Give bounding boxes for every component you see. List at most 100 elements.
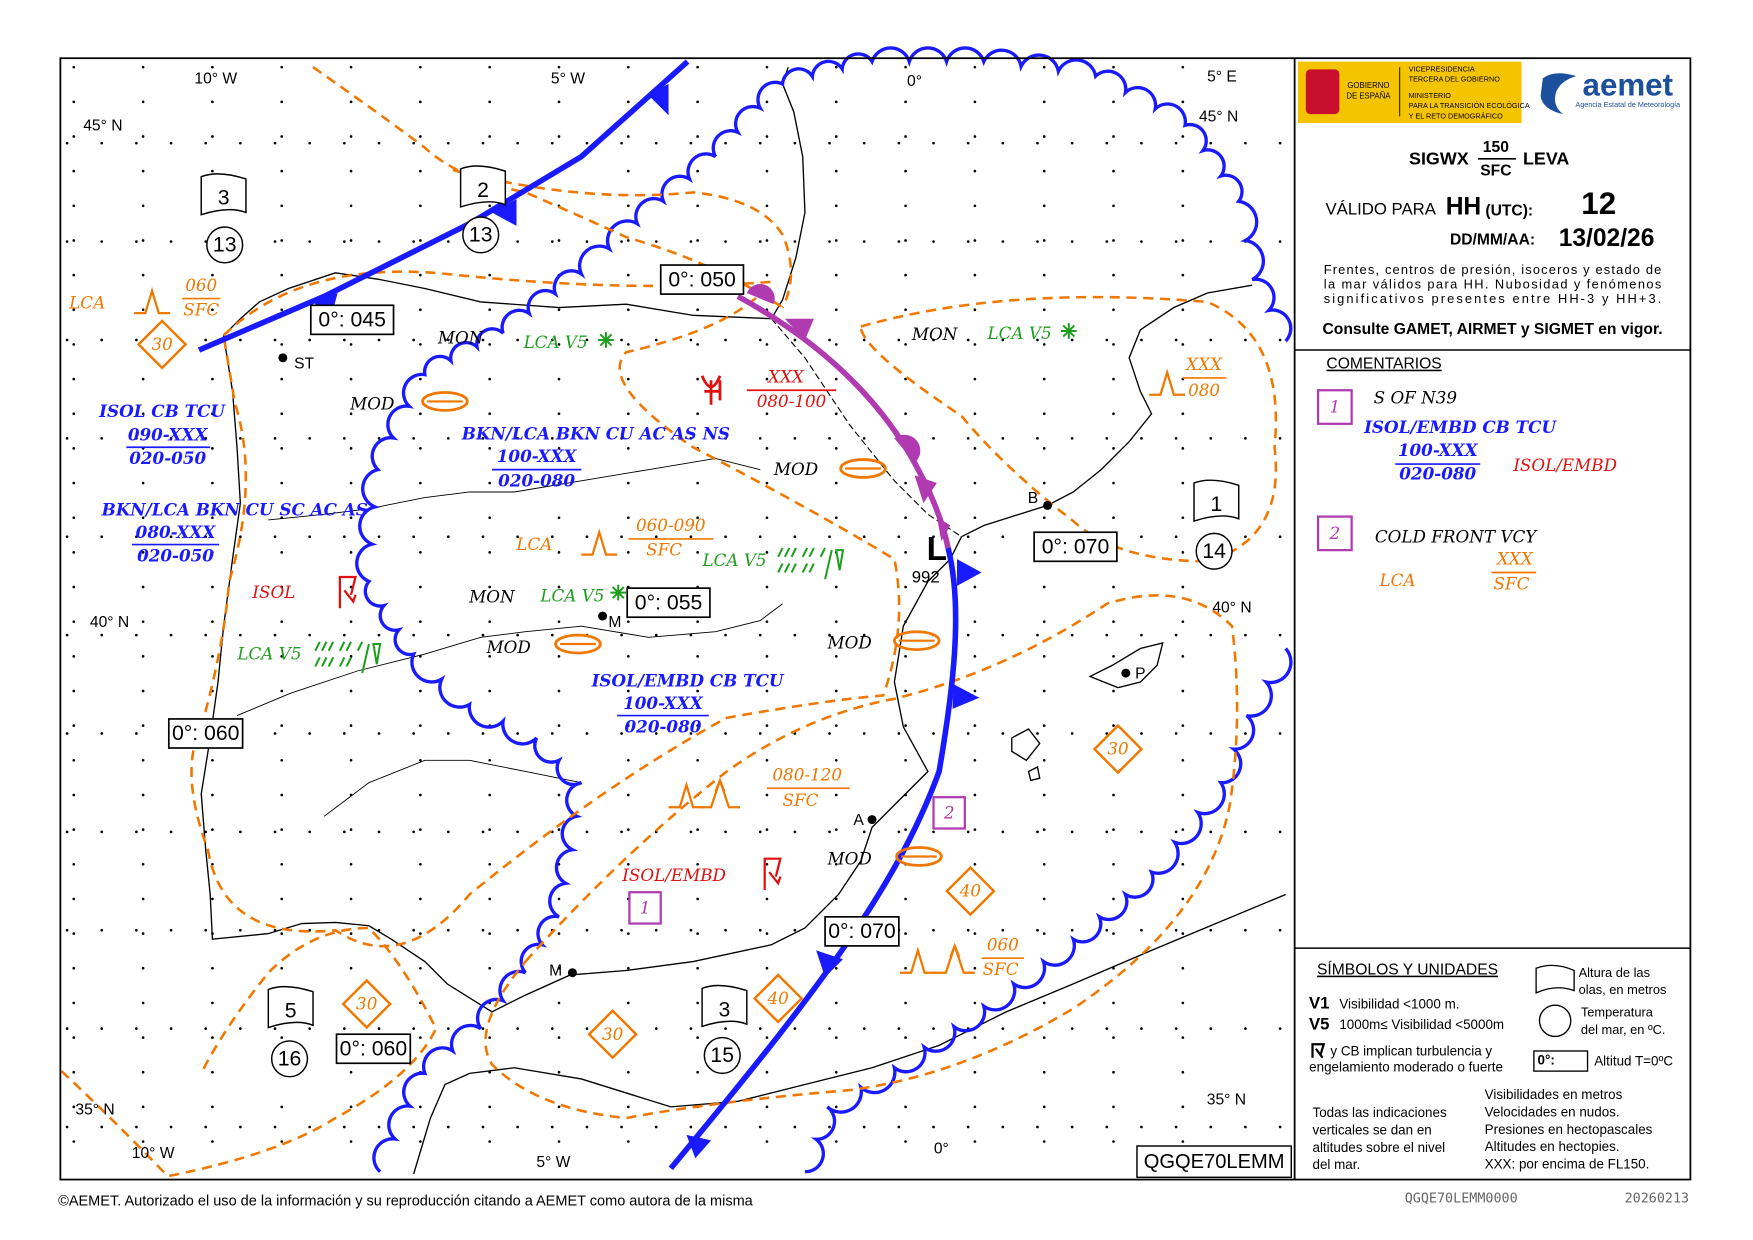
label: 35° N [1207,1091,1246,1108]
label: 2 [943,802,955,822]
label: HH [1446,194,1482,221]
label: SFC [1494,573,1530,593]
wave-flag [1193,479,1240,523]
label: MOD [827,633,873,653]
label: Consulte GAMET, AIRMET y SIGMET en vigor… [1322,321,1662,338]
label: 2 [477,178,489,202]
label: QGQE70LEMM [1144,1151,1285,1173]
label: 0°: 060 [172,721,240,745]
label: XXX [1495,549,1534,569]
freezing-level-box [1533,1050,1589,1072]
snow-symbol [598,332,614,348]
label: Agencia Estatal de Meteorología [1575,100,1681,109]
label: altitudes sobre el nivel [1313,1140,1446,1155]
label: LCA V5 [539,586,604,606]
snow-symbol [1060,323,1077,339]
sea-state-diamond [341,978,392,1030]
label: 5° W [551,71,585,88]
label: 080-XXX [136,522,217,542]
label: 020-080 [498,470,575,490]
label: 40 [766,988,789,1008]
coat-of-arms [1305,69,1340,115]
snow-symbol [610,584,627,601]
label: 0°: [1538,1053,1555,1068]
label: ISOL CB TCU [98,401,226,421]
turbulence-symbol [699,776,741,809]
label: ISOL/EMBD [1512,455,1617,475]
sea-state-diamond [752,973,804,1024]
label: 060 [185,275,217,295]
label: LCA [68,293,105,313]
label: 0°: 055 [635,590,703,614]
cb-symbol [1311,1043,1326,1059]
label: 3 [218,186,230,210]
precip-symbol [314,641,382,674]
label: LCA V5 [987,323,1052,343]
label: la mar válidos para HH. Nubosidad y fenó… [1324,277,1662,292]
front-symbol [491,199,517,226]
label: 090-XXX [128,425,209,445]
label: ISOL [251,582,295,602]
island [1088,641,1164,689]
label: 45° N [1199,109,1238,126]
label: 1000m≤ Visibilidad <5000m [1339,1017,1504,1032]
occluded-front [736,293,951,549]
thunder-symbol [700,375,722,405]
label: SFC [183,299,219,319]
label: 2 [1329,523,1341,543]
label: 150 [1483,139,1509,156]
label: LEVA [1523,149,1569,169]
label: LCA [515,534,552,554]
freezing-level-box [824,915,900,947]
label: 5° E [1207,68,1237,85]
turbulence-symbol [934,942,975,974]
panel-bg [1294,58,1691,1180]
label: del mar, en ºC. [1581,1022,1666,1037]
island [1027,766,1041,782]
turbulence-symbol [581,528,618,556]
label: del mar. [1313,1157,1361,1172]
comment-box [1316,515,1353,552]
icing-symbol [554,633,602,655]
label: 080-120 [772,764,842,784]
label: 5 [285,998,297,1022]
label: A [853,812,864,829]
label: MON [437,327,485,347]
label: 080 [1188,380,1220,400]
label: S OF N39 [1374,388,1458,408]
label: MON [468,587,516,607]
freezing-level-box [309,304,395,336]
label: 1 [640,897,651,917]
city-dot [867,815,877,825]
label: 0°: 050 [668,267,736,291]
label: SFC [983,959,1019,979]
coastline [413,893,1286,1175]
label: 020-050 [129,448,206,468]
label: Altura de las [1579,965,1650,980]
sea-state-diamond [945,865,996,917]
river [236,603,783,717]
label: XXX: por encima de FL150. [1485,1157,1650,1172]
label: 40 [959,881,982,901]
label: Y EL RETO DEMOGRÁFICO [1409,111,1503,120]
coastline [200,335,963,1013]
river [323,759,582,817]
label: SÍMBOLOS Y UNIDADES [1317,960,1498,979]
label: DE ESPAÑA [1346,91,1391,100]
wave-flag [1535,964,1575,994]
label: SFC [1480,162,1511,179]
wave-flag [459,165,507,208]
label: ST [294,356,314,373]
label: 1 [1330,397,1341,417]
label: Velocidades en nudos. [1485,1105,1620,1120]
sea-state-diamond [1092,723,1144,775]
label: 13 [213,233,237,257]
label: 020-080 [1399,464,1476,484]
sea-state-diamond [136,319,188,370]
label: 16 [278,1047,302,1071]
label: L [927,531,947,568]
icing-symbol [892,630,941,652]
label: 15 [710,1043,734,1067]
label: 13 [469,223,493,247]
front-symbol [746,284,775,305]
